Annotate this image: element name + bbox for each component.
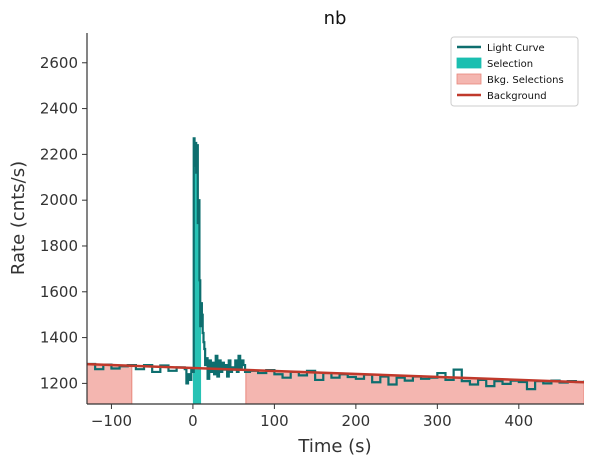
background-line — [87, 362, 584, 384]
background-layer — [87, 362, 584, 384]
y-tick-label: 2000 — [40, 191, 78, 209]
x-tick-label: −100 — [91, 412, 132, 430]
light-curve-line — [87, 137, 584, 391]
legend-box — [450, 36, 579, 107]
legend-label: Light Curve — [487, 43, 545, 54]
y-tick-label: 1600 — [40, 283, 78, 301]
x-tick-label: 200 — [342, 412, 371, 430]
legend: Light Curve Selection Bkg. Selections Backg… — [450, 36, 579, 107]
legend-label: Bkg. Selections — [487, 75, 564, 86]
legend-label: Selection — [487, 59, 533, 70]
y-tick-label: 2200 — [40, 145, 78, 163]
series-layer — [87, 137, 584, 391]
y-tick-label: 1400 — [40, 329, 78, 347]
x-tick-label: 0 — [188, 412, 198, 430]
x-ticks: −100 0 100 200 300 400 — [91, 404, 533, 430]
y-tick-label: 2400 — [40, 100, 78, 118]
x-tick-label: 300 — [423, 412, 452, 430]
x-tick-label: 100 — [260, 412, 289, 430]
legend-label: Background — [487, 91, 547, 102]
y-tick-label: 1800 — [40, 237, 78, 255]
legend-swatch-patch — [456, 57, 482, 69]
chart-title: nb — [324, 8, 347, 29]
axes — [86, 33, 584, 405]
y-tick-label: 1200 — [40, 374, 78, 392]
x-tick-label: 400 — [504, 412, 533, 430]
x-axis-label: Time (s) — [297, 436, 371, 457]
y-axis-label: Rate (cnts/s) — [8, 161, 29, 275]
legend-swatch-patch — [456, 73, 482, 85]
bkg-selection-region-1 — [87, 363, 133, 404]
y-tick-label: 2600 — [40, 54, 78, 72]
y-ticks: 1200 1400 1600 1800 2000 2200 2400 2600 — [40, 54, 87, 392]
